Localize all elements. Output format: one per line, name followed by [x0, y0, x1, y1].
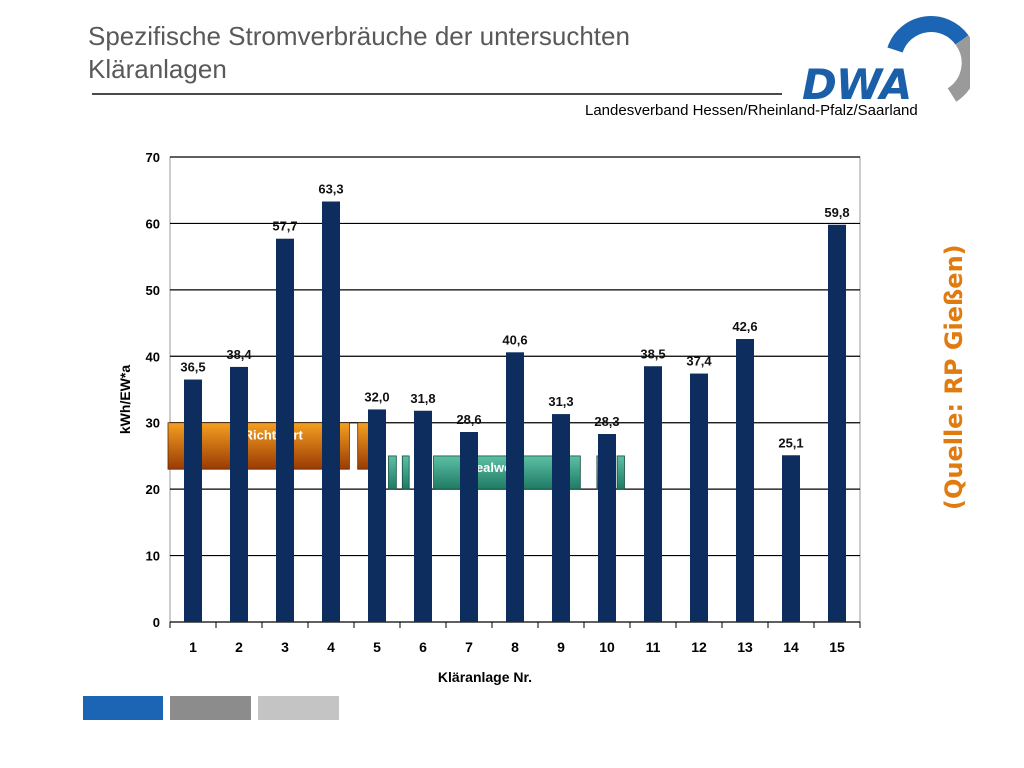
bar: [230, 366, 248, 622]
bar: [690, 373, 708, 622]
bar: [782, 455, 800, 622]
x-axis-title: Kläranlage Nr.: [438, 669, 532, 685]
y-tick-label: 30: [146, 416, 160, 431]
idealwert-band-segment: [388, 455, 397, 490]
bar-value-label: 40,6: [502, 332, 527, 347]
x-tick-label: 8: [511, 639, 519, 655]
footer-bar-gray: [170, 696, 251, 720]
x-tick-label: 3: [281, 639, 289, 655]
x-tick-label: 15: [829, 639, 845, 655]
bar-value-label: 36,5: [180, 360, 205, 375]
bar-value-label: 31,8: [410, 391, 435, 406]
bar: [276, 238, 294, 622]
y-tick-label: 0: [153, 615, 160, 630]
bar-value-label: 38,4: [226, 347, 252, 362]
dwa-logo-icon: [887, 16, 970, 102]
bar: [368, 409, 386, 622]
bar-value-label: 57,7: [272, 219, 297, 234]
bar-value-label: 32,0: [364, 389, 389, 404]
bar-value-label: 63,3: [318, 182, 343, 197]
x-tick-label: 5: [373, 639, 381, 655]
bar: [414, 410, 432, 622]
x-tick-label: 7: [465, 639, 473, 655]
x-tick-label: 4: [327, 639, 335, 655]
y-tick-label: 70: [146, 150, 160, 165]
x-tick-label: 13: [737, 639, 753, 655]
source-note: (Quelle: RP Gießen): [940, 244, 968, 510]
bar-value-label: 42,6: [732, 319, 757, 334]
bar-value-label: 31,3: [548, 394, 573, 409]
bar: [828, 224, 846, 622]
idealwert-band-segment: [401, 455, 410, 490]
bar: [598, 434, 616, 622]
bar-value-label: 59,8: [824, 205, 849, 220]
chart-bars: 36,5 38,4 57,7 63,3 32,0 31,8 28,6 40,6 31,3 28,3…: [180, 182, 850, 622]
richtwert-band-segment: [357, 422, 370, 470]
x-tick-label: 12: [691, 639, 707, 655]
x-tick-label: 2: [235, 639, 243, 655]
bar: [736, 339, 754, 622]
y-axis-title: kWh/EW*a: [117, 365, 133, 434]
bar: [506, 352, 524, 622]
x-tick-label: 9: [557, 639, 565, 655]
bar: [460, 432, 478, 622]
x-tick-label: 10: [599, 639, 615, 655]
y-tick-label: 40: [146, 349, 160, 364]
bar-value-label: 28,6: [456, 412, 481, 427]
organization-subtitle: Landesverband Hessen/Rheinland-Pfalz/Saa…: [585, 102, 918, 119]
y-tick-label: 20: [146, 482, 160, 497]
bar-value-label: 28,3: [594, 414, 619, 429]
x-tick-label: 14: [783, 639, 799, 655]
y-tick-label: 60: [146, 216, 160, 231]
title-divider: [92, 93, 782, 95]
bar-value-label: 37,4: [686, 354, 712, 369]
footer-bar-blue: [83, 696, 163, 720]
dwa-logo-text: DWA: [802, 60, 912, 109]
x-tick-label: 11: [646, 639, 661, 655]
footer-bar-lightgray: [258, 696, 339, 720]
page-title: Spezifische Stromverbräuche der untersuc…: [88, 21, 630, 84]
richtwert-label: Richtwert: [244, 428, 304, 443]
idealwert-band-segment: [616, 455, 625, 490]
bar: [184, 379, 202, 622]
bar: [552, 414, 570, 622]
bar: [322, 201, 340, 622]
bar: [644, 366, 662, 622]
x-tick-label: 1: [189, 639, 197, 655]
bar-value-label: 25,1: [778, 435, 803, 450]
x-tick-label: 6: [419, 639, 427, 655]
bar-value-label: 38,5: [640, 346, 665, 361]
y-tick-label: 50: [146, 283, 160, 298]
y-tick-label: 10: [146, 549, 160, 564]
idealwert-band-segment: [433, 455, 561, 490]
